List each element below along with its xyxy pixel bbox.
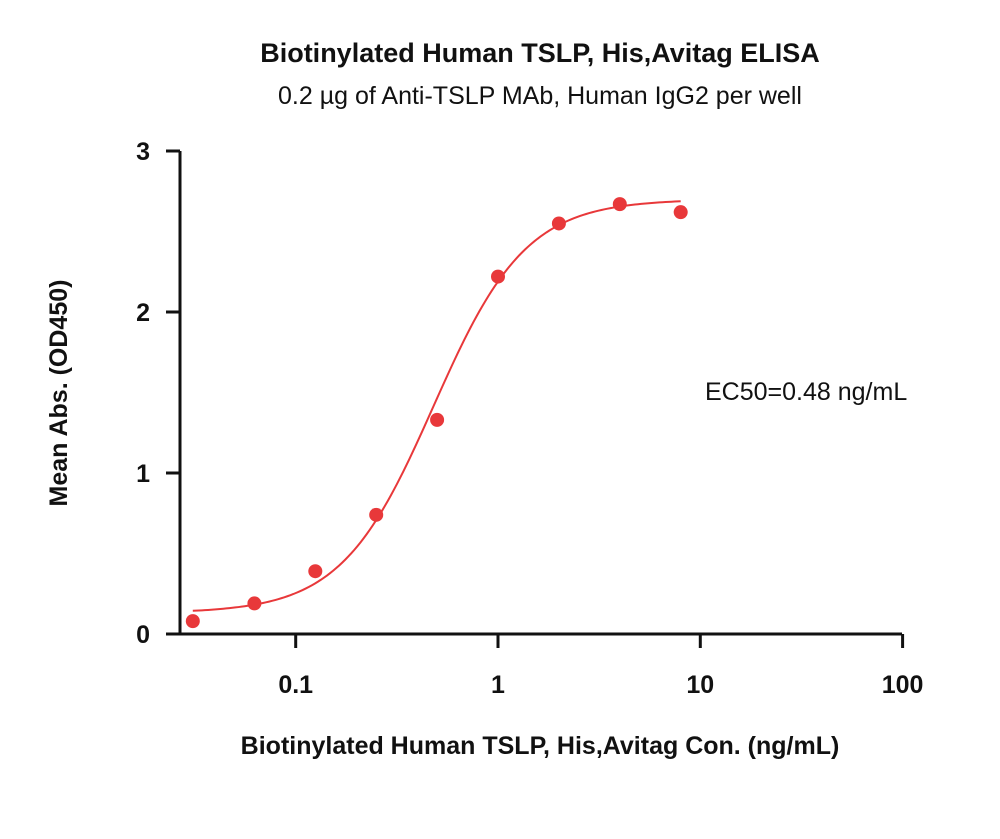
y-ticks: 0 1 2 3 bbox=[136, 138, 180, 649]
y-axis-label: Mean Abs. (OD450) bbox=[45, 280, 73, 507]
data-point-2 bbox=[308, 564, 323, 579]
y-tick-label-3: 3 bbox=[136, 138, 150, 166]
x-tick-label-1: 1 bbox=[491, 671, 505, 699]
y-tick-label-0: 0 bbox=[136, 621, 150, 649]
axes bbox=[178, 151, 902, 636]
data-points bbox=[185, 197, 688, 629]
data-point-5 bbox=[491, 269, 505, 284]
fit-curve bbox=[192, 200, 681, 612]
data-point-7 bbox=[612, 197, 627, 212]
data-point-4 bbox=[430, 412, 445, 427]
ec50-annotation: EC50=0.48 ng/mL bbox=[705, 378, 907, 406]
chart-subtitle: 0.2 µg of Anti-TSLP MAb, Human IgG2 per … bbox=[278, 82, 802, 110]
x-ticks: 0.1 1 10 100 bbox=[278, 634, 923, 699]
x-axis-label: Biotinylated Human TSLP, His,Avitag Con.… bbox=[241, 732, 840, 760]
x-tick-label-0: 0.1 bbox=[278, 671, 313, 699]
data-point-8 bbox=[673, 205, 688, 220]
y-tick-label-2: 2 bbox=[136, 299, 150, 327]
x-tick-label-3: 100 bbox=[882, 671, 924, 699]
y-tick-label-1: 1 bbox=[136, 460, 150, 488]
data-point-6 bbox=[551, 216, 566, 231]
x-tick-label-2: 10 bbox=[686, 671, 714, 699]
data-point-0 bbox=[185, 614, 200, 629]
data-point-1 bbox=[247, 596, 262, 611]
chart-title: Biotinylated Human TSLP, His,Avitag ELIS… bbox=[260, 38, 820, 68]
data-point-3 bbox=[369, 507, 384, 522]
